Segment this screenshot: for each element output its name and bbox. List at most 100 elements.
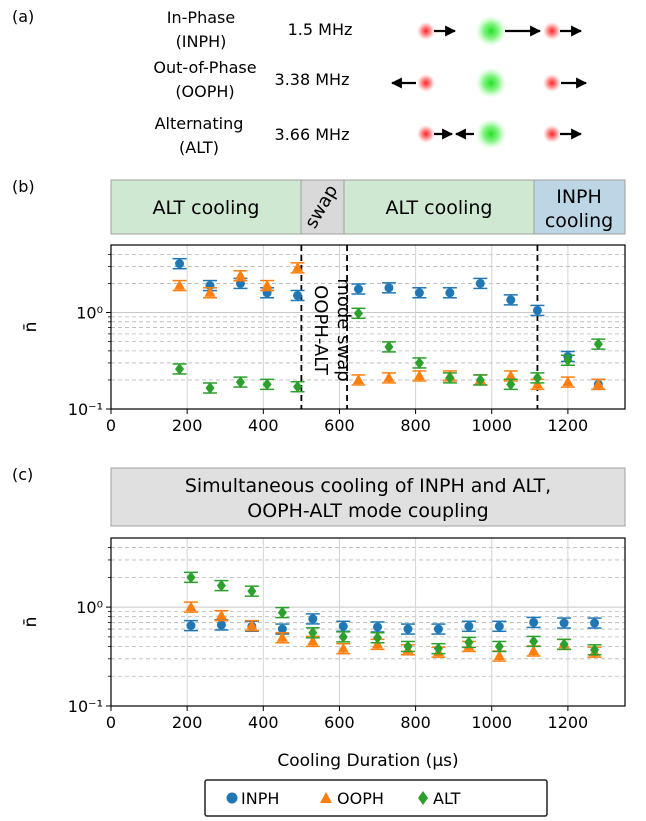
protocol-box-inph-cooling — [533, 179, 626, 235]
data-point — [590, 643, 600, 656]
ion-left — [417, 125, 435, 143]
data-point — [276, 631, 288, 642]
legend-label-inph: INPH — [241, 789, 279, 808]
x-axis-label: Cooling Duration (μs) — [277, 751, 458, 771]
data-point — [185, 601, 197, 612]
data-point — [506, 378, 516, 391]
data-point — [277, 624, 287, 634]
protocol-boxes-b: ALT cooling swap ALT cooling INPH coolin… — [110, 179, 626, 235]
ion-center — [476, 68, 506, 98]
data-point — [413, 369, 425, 380]
series-ooph — [172, 261, 606, 391]
data-point — [494, 621, 504, 631]
panel-label-c: (c) — [12, 465, 33, 484]
x-tick-label: 200 — [172, 713, 203, 732]
data-point — [529, 617, 539, 627]
data-point — [247, 585, 257, 598]
x-tick-label: 800 — [400, 416, 431, 435]
data-point — [234, 269, 246, 280]
data-point — [506, 295, 516, 305]
data-point — [293, 290, 303, 300]
protocol-box-label: ALT cooling — [386, 197, 493, 219]
data-point — [373, 622, 383, 632]
data-point — [338, 621, 348, 631]
series-inph — [183, 613, 602, 635]
legend-frame — [204, 779, 548, 817]
mode-row-ooph: Out-of-Phase (OOPH) 3.38 MHz — [153, 58, 588, 101]
data-point — [464, 636, 474, 649]
y-tick-label: 10⁻¹ — [68, 400, 103, 419]
data-point — [414, 356, 424, 369]
x-tick-label: 1200 — [548, 713, 589, 732]
data-point — [493, 650, 505, 661]
data-point — [235, 376, 245, 389]
data-point — [529, 635, 539, 648]
mode-frequency: 1.5 MHz — [288, 20, 353, 39]
data-point — [216, 620, 226, 630]
data-point — [353, 284, 363, 294]
mode-abbrev: (ALT) — [179, 138, 219, 157]
x-tick-label: 0 — [106, 416, 116, 435]
data-point — [384, 283, 394, 293]
data-point — [174, 279, 186, 290]
data-point — [205, 382, 215, 395]
x-tick-label: 1000 — [471, 713, 512, 732]
ion-center — [476, 119, 506, 149]
panel-label-a: (a) — [12, 7, 34, 26]
y-tick-label: 10⁻¹ — [68, 697, 103, 716]
data-point — [445, 288, 455, 298]
data-point — [464, 621, 474, 631]
data-point — [590, 618, 600, 628]
data-point — [175, 362, 185, 375]
ion-right — [543, 22, 561, 40]
legend-marker-inph — [226, 792, 238, 804]
data-point — [593, 338, 603, 351]
plot-frame — [110, 244, 626, 410]
ion-center — [476, 16, 506, 46]
data-point — [433, 624, 443, 634]
data-point — [373, 631, 383, 644]
data-point — [532, 305, 542, 315]
data-point — [175, 259, 185, 269]
protocol-box-label: ALT cooling — [153, 197, 260, 219]
plot-panel-c: 0 200 400 600 800 1000 1200 10⁻¹ 10⁰ n̄ — [21, 537, 626, 732]
mode-name: In-Phase — [167, 8, 235, 27]
data-point — [216, 579, 226, 592]
data-point — [433, 642, 443, 655]
legend: INPH OOPH ALT — [204, 779, 548, 817]
ion-right — [543, 125, 561, 143]
x-tick-label: 400 — [248, 713, 279, 732]
data-point — [475, 278, 485, 288]
data-point — [403, 624, 413, 634]
y-axis-label: n̄ — [21, 322, 41, 333]
swap-annotation: OOPH-ALT — [310, 285, 331, 376]
mode-frequency: 3.66 MHz — [275, 125, 350, 144]
protocol-box-label: Simultaneous cooling of INPH and ALT, — [185, 475, 551, 497]
mode-abbrev: (OOPH) — [175, 82, 234, 101]
legend-label-ooph: OOPH — [337, 789, 384, 808]
data-point — [445, 371, 455, 384]
x-tick-label: 200 — [172, 416, 203, 435]
legend-marker-ooph — [320, 792, 332, 803]
data-point — [246, 619, 258, 630]
data-point — [293, 380, 303, 393]
data-point — [494, 640, 504, 653]
mode-row-inph: In-Phase (INPH) 1.5 MHz — [167, 8, 583, 51]
data-point — [204, 286, 216, 297]
plot-panel-b: 0 200 400 600 800 1000 1200 10⁻¹ 10⁰ n̄ OOPH-ALT mo… — [21, 244, 626, 435]
series-alt — [183, 571, 602, 656]
data-point — [308, 626, 318, 639]
x-tick-label: 0 — [106, 713, 116, 732]
data-point — [562, 376, 574, 387]
data-point — [186, 621, 196, 631]
mode-row-alt: Alternating (ALT) 3.66 MHz — [155, 114, 583, 157]
data-point — [337, 642, 349, 653]
data-point — [262, 378, 272, 391]
series-alt — [172, 307, 606, 395]
data-point — [307, 635, 319, 646]
protocol-box-swap — [300, 179, 345, 235]
y-tick-label: 10⁰ — [76, 303, 103, 322]
protocol-box-simultaneous — [110, 467, 626, 527]
data-point — [308, 614, 318, 624]
